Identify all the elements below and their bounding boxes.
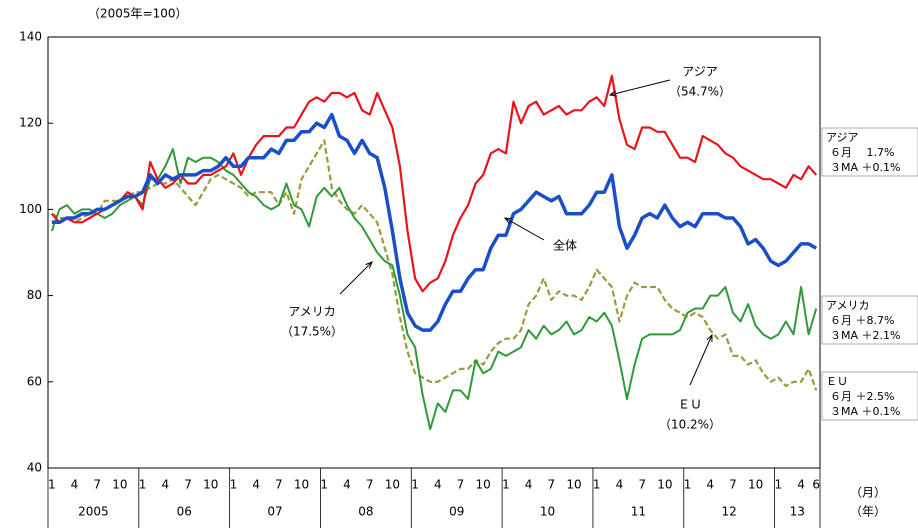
series-label: ＥＵ <box>678 398 702 412</box>
x-tick-label: 7 <box>93 478 101 492</box>
y-tick-label: 140 <box>19 30 42 44</box>
year-label: 2005 <box>78 505 109 519</box>
x-tick-label: 4 <box>706 478 714 492</box>
side-note-box <box>821 127 918 177</box>
year-label: 11 <box>631 505 646 519</box>
side-note-box <box>821 371 918 421</box>
x-tick-label: 7 <box>729 478 737 492</box>
x-tick-label: 4 <box>161 478 169 492</box>
x-unit-year: （年） <box>850 505 886 519</box>
series-label: 全体 <box>553 238 577 253</box>
series-line <box>50 148 818 431</box>
x-tick-label: 1 <box>684 478 692 492</box>
x-tick-label: 7 <box>457 478 465 492</box>
arrow-head <box>365 261 373 269</box>
arrow <box>339 261 373 295</box>
side-note-line: ６月 ＋8.7% <box>830 314 894 327</box>
x-tick-label: 10 <box>566 478 581 492</box>
arrow-head <box>503 217 513 224</box>
year-label: 07 <box>267 505 282 519</box>
series-share: （17.5%） <box>281 325 343 339</box>
x-tick-label: 6 <box>812 478 820 492</box>
y-tick-label: 80 <box>27 288 42 302</box>
x-tick-label: 4 <box>71 478 79 492</box>
series-label: アジア <box>682 65 718 79</box>
x-tick-label: 7 <box>547 478 555 492</box>
year-label: 12 <box>722 505 737 519</box>
side-note-title: アジア <box>826 131 859 144</box>
x-tick-label: 10 <box>294 478 309 492</box>
plot-frame <box>47 36 821 469</box>
side-note-title: ＥＵ <box>826 375 848 388</box>
x-tick-label: 1 <box>775 478 783 492</box>
year-label: 08 <box>358 505 373 519</box>
x-tick-label: 10 <box>385 478 400 492</box>
arrow <box>609 79 671 96</box>
side-note-line: ６月 1.7% <box>830 146 894 159</box>
x-tick-label: 7 <box>275 478 283 492</box>
series-label: アメリカ <box>288 305 335 319</box>
series-line <box>51 139 818 391</box>
arrow-head <box>706 333 713 343</box>
side-note-title: アメリカ <box>826 299 869 312</box>
year-label: 06 <box>177 505 192 519</box>
y-tick-label: 60 <box>27 374 42 388</box>
side-note-box <box>821 295 918 345</box>
x-tick-label: 1 <box>139 478 147 492</box>
year-label: 10 <box>540 505 555 519</box>
x-tick-label: 1 <box>502 478 510 492</box>
x-tick-label: 1 <box>320 478 328 492</box>
x-tick-label: 10 <box>476 478 491 492</box>
arrow <box>504 217 545 241</box>
x-tick-label: 7 <box>184 478 192 492</box>
x-tick-label: 7 <box>638 478 646 492</box>
arrow-head <box>608 90 617 97</box>
x-tick-label: 10 <box>203 478 218 492</box>
series-line <box>51 112 818 332</box>
side-note-line: ３MA ＋2.1% <box>830 329 900 342</box>
y-tick-label: 100 <box>19 202 42 216</box>
x-tick-label: 1 <box>411 478 419 492</box>
side-note-line: ３MA ＋0.1% <box>830 405 900 418</box>
x-tick-label: 1 <box>48 478 56 492</box>
x-tick-label: 1 <box>230 478 238 492</box>
x-tick-label: 10 <box>657 478 672 492</box>
side-note-line: ３MA ＋0.1% <box>830 161 900 174</box>
series-share: （10.2%） <box>659 418 721 432</box>
x-tick-label: 7 <box>366 478 374 492</box>
y-unit: （2005年=100） <box>88 7 188 21</box>
x-tick-label: 4 <box>616 478 624 492</box>
year-label: 13 <box>790 505 805 519</box>
x-tick-label: 1 <box>593 478 601 492</box>
x-tick-label: 4 <box>343 478 351 492</box>
arrow <box>689 334 713 386</box>
series-share: （54.7%） <box>669 85 731 99</box>
x-tick-label: 4 <box>525 478 533 492</box>
x-unit-month: （月） <box>850 486 886 500</box>
y-tick-label: 120 <box>19 116 42 130</box>
side-note-line: ６月 ＋2.5% <box>830 390 894 403</box>
year-label: 09 <box>449 505 464 519</box>
x-tick-label: 4 <box>434 478 442 492</box>
y-tick-label: 40 <box>27 461 42 475</box>
x-tick-label: 4 <box>797 478 805 492</box>
x-tick-label: 4 <box>252 478 260 492</box>
x-tick-label: 10 <box>112 478 127 492</box>
x-tick-label: 10 <box>748 478 763 492</box>
